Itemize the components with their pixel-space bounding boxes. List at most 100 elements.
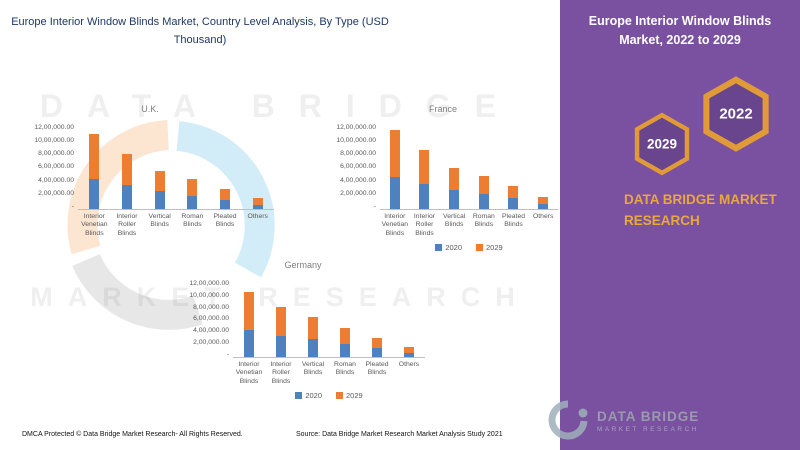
bar-segment-2029 — [404, 347, 414, 354]
bar-interior-roller-blinds — [276, 280, 286, 357]
y-axis: 12,00,000.00 10,00,000.00 8,00,000.00 6,00,… — [181, 280, 233, 358]
bar-segment-2029 — [219, 189, 230, 200]
bar-segment-2020 — [538, 204, 549, 209]
chart-title: U.K. — [141, 104, 159, 114]
x-axis-category-label: Roman Blinds — [334, 361, 356, 377]
y-axis-tick-label: 12,00,000.00 — [34, 124, 74, 131]
legend-swatch-2029 — [476, 244, 483, 252]
bar-segment-2020 — [121, 184, 132, 209]
hexagon-year-2022: 2022 — [719, 105, 753, 123]
hexagon-icon — [703, 76, 769, 152]
x-axis-category-label: Interior Venetian Blinds — [81, 213, 108, 237]
x-axis-labels: Interior Venetian Blinds Interior Roller … — [380, 213, 558, 238]
chart-panel: DATA BRIDGE MARKET RESEARCH Europe Inter… — [11, 16, 558, 438]
bar-segment-2029 — [244, 291, 254, 331]
bar-interior-roller-blinds — [121, 124, 132, 209]
bar-segment-2029 — [187, 179, 198, 196]
bar-segment-2029 — [340, 328, 350, 345]
y-axis: 12,00,000.00 10,00,000.00 8,00,000.00 6,00,… — [328, 124, 380, 210]
legend-item: 2020 — [435, 243, 462, 252]
bar-segment-2020 — [219, 199, 230, 209]
legend-item: 2020 — [295, 391, 322, 400]
bar-others — [252, 124, 263, 209]
plot-area — [78, 124, 274, 210]
legend-label: 2020 — [445, 243, 462, 253]
y-axis-tick-label: 4,00,000.00 — [340, 176, 376, 184]
x-axis-category-label: Others — [532, 213, 554, 220]
chart-title: France — [428, 104, 457, 114]
legend-swatch-2020 — [435, 244, 443, 252]
bar-vertical-blinds — [449, 124, 460, 209]
bar-segment-2029 — [276, 306, 286, 336]
hexagon-2022: 2022 — [698, 76, 774, 152]
x-axis-category-label: Interior Roller Blinds — [270, 361, 292, 385]
x-axis-category-label: Vertical Blinds — [148, 213, 171, 229]
bar-roman-blinds — [187, 124, 198, 209]
bar-segment-2029 — [308, 317, 318, 340]
y-axis-tick-label: 6,00,000.00 — [193, 315, 229, 323]
legend-label: 2029 — [486, 243, 503, 253]
legend: 2020 2029 — [233, 391, 425, 400]
y-axis-tick-label: - — [373, 202, 376, 210]
chart-title: Germany — [284, 260, 322, 270]
x-axis-category-label: Interior Roller Blinds — [116, 213, 138, 237]
bar-pleated-blinds — [508, 124, 519, 209]
brand-name: DATA BRIDGE MARKET RESEARCH — [624, 192, 777, 228]
legend-swatch-2020 — [295, 392, 303, 400]
y-axis-tick-label: 2,00,000.00 — [193, 339, 229, 347]
legend: 2020 2029 — [380, 243, 558, 252]
sidebar: Europe Interior Window Blinds Market, 20… — [560, 0, 800, 450]
y-axis-tick-label: 10,00,000.00 — [336, 137, 376, 145]
y-axis-tick-label: 2,00,000.00 — [340, 189, 376, 197]
x-axis-category-label: Vertical Blinds — [443, 213, 466, 229]
y-axis-tick-label: 10,00,000.00 — [189, 291, 229, 299]
legend-item: 2029 — [336, 391, 363, 400]
sidebar-title: Europe Interior Window Blinds Market, 20… — [588, 14, 772, 47]
chart-body: 12,00,000.00 10,00,000.00 8,00,000.00 6,00,… — [26, 124, 274, 210]
bar-segment-2020 — [478, 194, 489, 209]
bar-segment-2020 — [89, 178, 100, 209]
chart-body: 12,00,000.00 10,00,000.00 8,00,000.00 6,00,… — [181, 280, 425, 358]
bar-interior-venetian-blinds — [244, 280, 254, 357]
x-axis-category-label: Others — [247, 213, 268, 220]
bar-segment-2029 — [372, 337, 382, 349]
y-axis-tick-label: 2,00,000.00 — [38, 189, 74, 197]
bar-segment-2029 — [154, 170, 165, 192]
bar-roman-blinds — [478, 124, 489, 209]
legend-label: 2020 — [305, 391, 322, 401]
y-axis: 12,00,000.00 10,00,000.00 8,00,000.00 6,00,… — [26, 124, 78, 210]
y-axis-tick-label: 4,00,000.00 — [193, 327, 229, 335]
hexagon-2029: 2029 — [630, 112, 694, 176]
brand-logo-subtitle: MARKET RESEARCH — [597, 426, 699, 433]
bar-others — [404, 280, 414, 357]
x-axis-category-label: Pleated Blinds — [365, 361, 389, 377]
x-axis-category-label: Interior Venetian Blinds — [381, 213, 409, 237]
chart-germany: Germany 12,00,000.00 10,00,000.00 8,00,000.… — [181, 260, 425, 400]
bar-segment-2020 — [244, 330, 254, 357]
y-axis-tick-label: 12,00,000.00 — [336, 124, 376, 131]
x-axis-category-label: Pleated Blinds — [213, 213, 237, 229]
brand-logo-watermark: DATA BRIDGE MARKET RESEARCH — [546, 398, 699, 444]
x-axis-labels: Interior Venetian Blinds Interior Roller … — [233, 361, 425, 386]
bar-segment-2020 — [308, 339, 318, 357]
bar-segment-2029 — [449, 167, 460, 190]
x-axis-category-label: Roman Blinds — [181, 213, 204, 229]
y-axis-tick-label: 6,00,000.00 — [340, 163, 376, 171]
hexagon-icon — [634, 112, 690, 176]
bar-pleated-blinds — [372, 280, 382, 357]
chart-body: 12,00,000.00 10,00,000.00 8,00,000.00 6,00,… — [328, 124, 558, 210]
bar-segment-2029 — [89, 133, 100, 179]
y-axis-tick-label: 8,00,000.00 — [38, 150, 74, 158]
y-axis-tick-label: 8,00,000.00 — [340, 150, 376, 158]
bar-segment-2020 — [389, 177, 400, 209]
bar-segment-2020 — [252, 204, 263, 209]
y-axis-tick-label: 12,00,000.00 — [189, 280, 229, 287]
bar-segment-2029 — [419, 150, 430, 185]
bar-segment-2020 — [419, 184, 430, 209]
bar-segment-2029 — [121, 153, 132, 185]
x-axis-category-label: Interior Venetian Blinds — [235, 361, 263, 385]
x-axis-category-label: Others — [398, 361, 420, 368]
bar-interior-venetian-blinds — [89, 124, 100, 209]
bar-segment-2020 — [276, 335, 286, 357]
